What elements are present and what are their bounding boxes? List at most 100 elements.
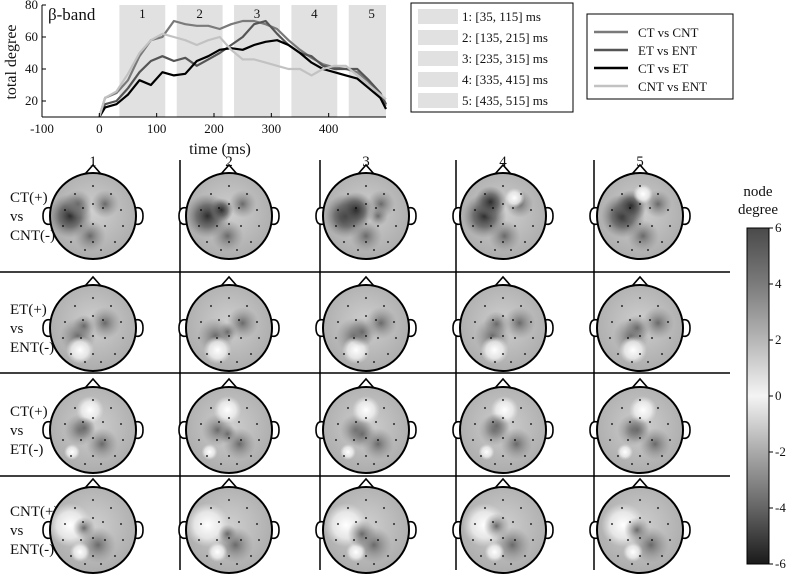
head-nose	[220, 275, 238, 287]
electrode-dot	[198, 539, 200, 541]
electrode-dot	[530, 209, 532, 211]
topomap-head-r1-c2	[178, 163, 280, 260]
head-blob	[619, 336, 647, 364]
electrode-dot	[258, 439, 260, 441]
x-tick-label: -100	[30, 121, 54, 136]
window-legend: 1: [35, 115] ms 2: [135, 215] ms 3: [235, …	[410, 2, 574, 113]
row-label-4-line2: vs	[10, 523, 24, 539]
x-axis-title: time (ms)	[189, 141, 251, 158]
head-blob	[624, 315, 650, 341]
electrode-dot	[238, 207, 240, 209]
electrode-dot	[502, 555, 504, 557]
time-window-band-2	[176, 5, 223, 117]
electrode-dot	[238, 319, 240, 321]
electrode-dot	[84, 361, 86, 363]
electrode-dot	[353, 539, 355, 541]
x-tick-label: 300	[262, 121, 282, 136]
row-label-2-line3: ENT(-)	[10, 340, 54, 356]
topomap-head-r2-c1	[42, 275, 144, 372]
topomap-head-r4-c3	[315, 477, 417, 574]
head-outline	[322, 172, 410, 260]
topomap-head-r2-c2	[178, 275, 280, 372]
electrode-dot	[335, 337, 337, 339]
series-legend: CT vs CNT ET vs ENT CT vs ET CNT vs ENT	[586, 13, 734, 100]
electrode-dot	[74, 507, 76, 509]
electrode-dot	[74, 193, 76, 195]
electrode-dot	[120, 523, 122, 525]
electrode-dot	[502, 517, 504, 519]
electrode-dot	[520, 305, 522, 307]
head-left-ear	[178, 520, 188, 540]
series-line-2	[98, 19, 387, 118]
electrode-dot	[377, 337, 379, 339]
electrode-dot	[472, 539, 474, 541]
electrode-dot	[210, 305, 212, 307]
head-blob	[72, 416, 96, 440]
x-tick-label: 100	[147, 121, 167, 136]
electrode-dot	[649, 207, 651, 209]
colorbar-tick-label: -6	[775, 556, 786, 571]
electrode-dot	[647, 249, 649, 251]
electrode-dot	[82, 207, 84, 209]
head-right-ear	[681, 420, 691, 440]
electrode-dot	[92, 399, 94, 401]
topomap-head-r2-c3	[315, 275, 417, 372]
electrode-dot	[667, 321, 669, 323]
electrode-dot	[218, 521, 220, 523]
electrode-dot	[621, 507, 623, 509]
topomap-head-r2-c4	[452, 275, 554, 372]
electrode-dot	[206, 241, 208, 243]
electrode-dot	[532, 539, 534, 541]
head-blob	[483, 311, 510, 337]
topomap-head-r4-c4	[452, 477, 554, 574]
electrode-dot	[383, 407, 385, 409]
electrode-dot	[220, 361, 222, 363]
head-pattern	[474, 307, 536, 364]
electrode-dot	[120, 321, 122, 323]
electrode-dot	[236, 249, 238, 251]
electrode-dot	[494, 361, 496, 363]
head-blob	[217, 524, 238, 544]
electrode-dot	[669, 337, 671, 339]
head-nose	[84, 477, 102, 489]
y-axis-title: total degree	[3, 24, 20, 99]
electrode-dot	[337, 423, 339, 425]
electrode-dot	[393, 423, 395, 425]
electrode-dot	[502, 203, 504, 205]
electrode-dot	[220, 249, 222, 251]
head-pattern	[613, 307, 674, 364]
topomap-head-r2-c5	[589, 275, 691, 372]
electrode-dot	[198, 225, 200, 227]
head-right-ear	[681, 520, 691, 540]
electrode-dot	[502, 353, 504, 355]
head-pattern	[324, 190, 395, 252]
x-tick-label: 200	[204, 121, 224, 136]
head-blob	[480, 336, 509, 364]
electrode-dot	[639, 537, 641, 539]
head-nose	[494, 163, 512, 175]
electrode-dot	[532, 337, 534, 339]
electrode-dot	[627, 539, 629, 541]
head-outline	[322, 284, 410, 372]
electrode-dot	[617, 241, 619, 243]
electrode-dot	[258, 539, 260, 541]
topomap-head-r1-c4	[452, 163, 554, 260]
electrode-dot	[667, 423, 669, 425]
colorbar: node degree 6 4 2 0 -2 -4 -6	[738, 184, 786, 571]
electrode-dot	[92, 499, 94, 501]
electrode-dot	[510, 361, 512, 363]
head-left-ear	[589, 206, 599, 226]
electrode-dot	[200, 321, 202, 323]
head-blob	[347, 419, 377, 449]
head-blob	[207, 542, 228, 562]
electrode-dot	[377, 439, 379, 441]
x-tick-labels: -100 0 100 200 300 400	[30, 113, 338, 136]
head-pattern	[197, 307, 259, 364]
electrode-dot	[70, 455, 72, 457]
electrode-dot	[357, 249, 359, 251]
head-blob	[64, 444, 80, 460]
electrode-dot	[238, 521, 240, 523]
head-blob	[211, 220, 244, 252]
electrode-dot	[365, 499, 367, 501]
electrode-dot	[216, 539, 218, 541]
